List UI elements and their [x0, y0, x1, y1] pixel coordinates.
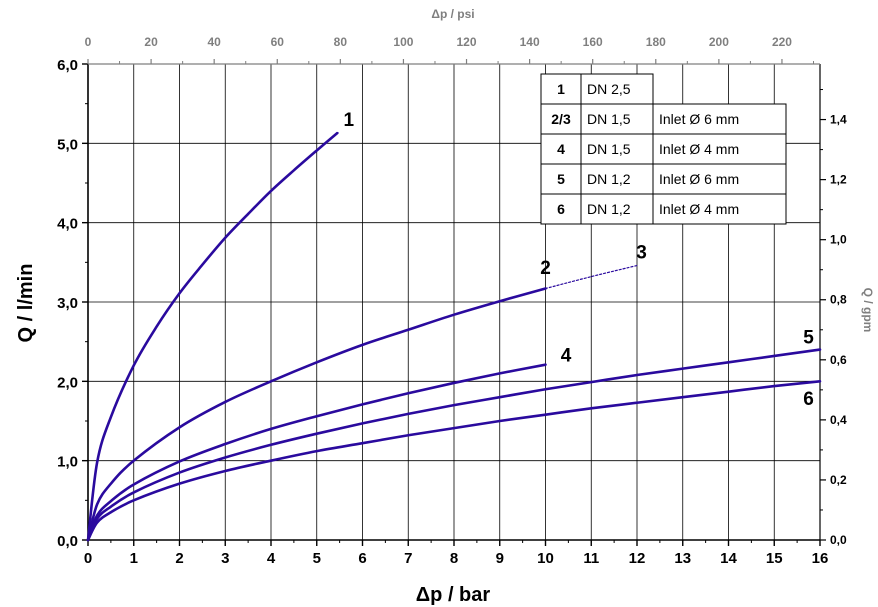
- x2-tick-label: 0: [85, 35, 92, 49]
- x-tick-label: 2: [175, 550, 183, 567]
- curve-labels: 1 2 3 4 5 6: [336, 103, 814, 410]
- x2-tick-label: 40: [207, 35, 221, 49]
- y2-tick-label: 1,4: [830, 113, 847, 127]
- y2-tick-label: 0,4: [830, 413, 847, 427]
- x-tick-label: 13: [674, 550, 691, 567]
- legend-cell: [652, 193, 787, 225]
- y2-tick-label: 0,2: [830, 473, 847, 487]
- series-line-3: [544, 264, 638, 290]
- x-tick-label: 8: [450, 550, 458, 567]
- legend-row-dn: DN 1,5: [587, 141, 631, 157]
- legend-table: 1 DN 2,5 2/3 DN 1,5 Inlet Ø 6 mm 4 DN 1,5 Inlet…: [540, 73, 787, 225]
- legend-row-inlet: Inlet Ø 6 mm: [659, 171, 739, 187]
- x-tick-label: 0: [84, 550, 92, 567]
- series-line-5: [86, 348, 822, 542]
- y-tick-label: 1,0: [57, 454, 78, 471]
- legend-row-inlet: Inlet Ø 6 mm: [659, 111, 739, 127]
- tick-labels: 0 1 2 3 4 5 6 7 8 9 10 11 12 13 14 15 160,01,02,03,04,05…: [57, 35, 847, 567]
- x2-tick-label: 200: [709, 35, 729, 49]
- y-tick-label: 2,0: [57, 374, 78, 391]
- legend-cell: [540, 133, 582, 165]
- legend-row-dn: DN 2,5: [587, 81, 631, 97]
- legend-row-id: 1: [557, 81, 565, 97]
- x-tick-label: 14: [720, 550, 737, 567]
- x2-tick-label: 120: [457, 35, 477, 49]
- series-line-4: [86, 363, 547, 542]
- x-tick-label: 10: [537, 550, 554, 567]
- y-tick-label: 0,0: [57, 533, 78, 550]
- legend-row-dn: DN 1,2: [587, 201, 631, 217]
- legend-row-inlet: Inlet Ø 4 mm: [659, 201, 739, 217]
- legend-row-id: 5: [557, 171, 565, 187]
- curve-label-4: 4: [561, 346, 572, 367]
- y-tick-label: 3,0: [57, 295, 78, 312]
- x2-tick-label: 160: [583, 35, 603, 49]
- x-tick-label: 15: [766, 550, 783, 567]
- legend-row-id: 4: [557, 141, 565, 157]
- legend-row-id: 6: [557, 201, 565, 217]
- legend-cell: [580, 193, 654, 225]
- x2-axis-title: Δp / psi: [431, 7, 474, 21]
- y2-axis-title: Q / gpm: [861, 288, 875, 333]
- y2-tick-label: 1,0: [830, 233, 847, 247]
- x2-tick-label: 220: [772, 35, 792, 49]
- curve-label-3: 3: [636, 242, 647, 263]
- x-tick-label: 3: [221, 550, 229, 567]
- curve-label-5: 5: [803, 327, 814, 348]
- y-tick-label: 5,0: [57, 136, 78, 153]
- x-tick-label: 7: [404, 550, 412, 567]
- curve-label-6: 6: [803, 389, 814, 410]
- x-tick-label: 1: [130, 550, 138, 567]
- curve-label-2: 2: [540, 258, 551, 279]
- x2-tick-label: 60: [271, 35, 285, 49]
- y2-tick-label: 1,2: [830, 173, 847, 187]
- x-tick-label: 11: [583, 550, 599, 567]
- x2-tick-label: 20: [144, 35, 158, 49]
- x-tick-label: 6: [358, 550, 366, 567]
- legend-row-inlet: Inlet Ø 4 mm: [659, 141, 739, 157]
- curve-label-1: 1: [343, 110, 354, 131]
- curves: [86, 131, 822, 542]
- legend-cell: [580, 103, 654, 135]
- x-tick-label: 5: [313, 550, 321, 567]
- legend-cell: [652, 163, 787, 195]
- legend-row-id: 2/3: [551, 111, 571, 127]
- y-tick-label: 6,0: [57, 57, 78, 74]
- x-tick-label: 4: [267, 550, 276, 567]
- series-line-2: [86, 287, 547, 542]
- x-tick-label: 16: [812, 550, 829, 567]
- legend-cell: [540, 163, 582, 195]
- legend-row-dn: DN 1,2: [587, 171, 631, 187]
- x-tick-label: 12: [629, 550, 646, 567]
- axes: [82, 59, 826, 546]
- x-axis-title: Δp / bar: [416, 584, 491, 606]
- series-line-6: [86, 380, 822, 542]
- curve-label-bg-1: [336, 103, 361, 132]
- legend-cell: [540, 193, 582, 225]
- y2-tick-label: 0,0: [830, 533, 847, 547]
- y-tick-label: 4,0: [57, 216, 78, 233]
- legend-cell: [580, 73, 654, 105]
- series-line-1: [86, 131, 339, 542]
- x2-tick-label: 80: [334, 35, 348, 49]
- x-tick-label: 9: [496, 550, 504, 567]
- y-axis-title: Q / l/min: [15, 264, 37, 343]
- x2-tick-label: 180: [646, 35, 666, 49]
- legend-cell: [652, 133, 787, 165]
- y2-tick-label: 0,6: [830, 353, 847, 367]
- legend-row-dn: DN 1,5: [587, 111, 631, 127]
- y2-tick-label: 0,8: [830, 293, 847, 307]
- x2-tick-label: 140: [520, 35, 540, 49]
- x2-tick-label: 100: [393, 35, 413, 49]
